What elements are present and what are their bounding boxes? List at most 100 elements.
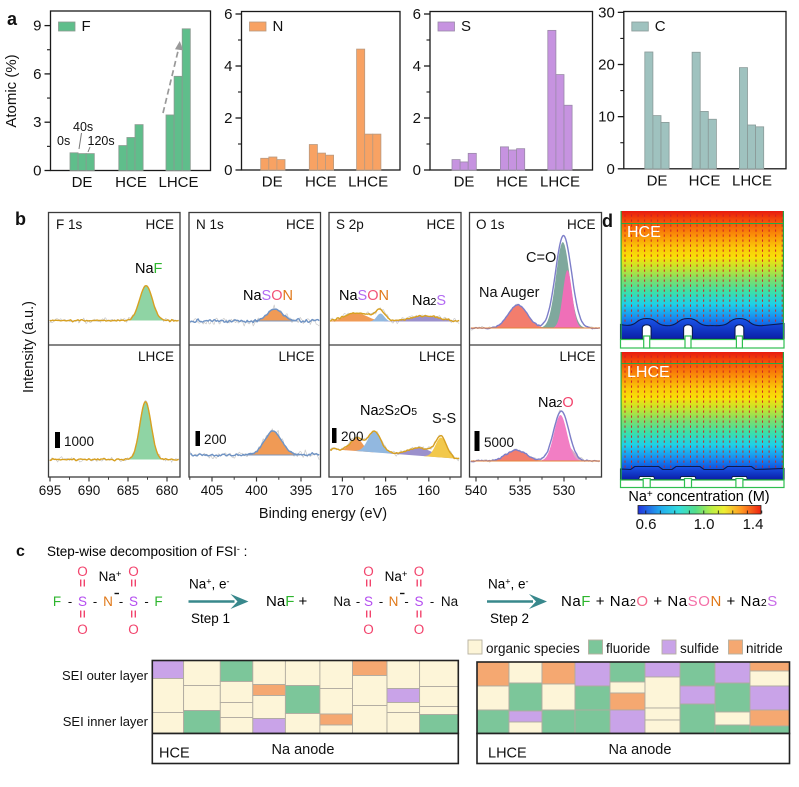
svg-text:6: 6 xyxy=(33,66,41,83)
svg-text:O: O xyxy=(128,564,139,579)
svg-text:680: 680 xyxy=(156,483,179,498)
svg-text:DE: DE xyxy=(72,174,93,191)
svg-text:200: 200 xyxy=(341,429,364,444)
svg-text:165: 165 xyxy=(374,483,397,498)
svg-text:-: - xyxy=(430,594,434,609)
svg-text:535: 535 xyxy=(509,483,532,498)
svg-text:a: a xyxy=(7,9,18,29)
svg-text:685: 685 xyxy=(117,483,140,498)
svg-text:540: 540 xyxy=(465,483,488,498)
svg-text:HCE: HCE xyxy=(689,172,721,189)
svg-text:4: 4 xyxy=(413,58,421,75)
svg-text:DE: DE xyxy=(647,172,668,189)
svg-text:C=O: C=O xyxy=(526,250,556,266)
svg-text:Na+, e-: Na+, e- xyxy=(189,577,230,592)
svg-text:-: - xyxy=(379,594,383,609)
svg-text:Na Auger: Na Auger xyxy=(479,285,540,301)
svg-text:-: - xyxy=(93,594,97,609)
svg-text:c: c xyxy=(16,543,25,560)
svg-text:0: 0 xyxy=(224,162,232,179)
svg-text:160: 160 xyxy=(418,483,441,498)
svg-text:N: N xyxy=(273,18,284,35)
svg-text:Na anode: Na anode xyxy=(609,742,672,758)
svg-text:HCE: HCE xyxy=(286,217,315,232)
svg-text:O: O xyxy=(77,622,88,637)
svg-text:S-S: S-S xyxy=(432,411,456,427)
svg-text:Step 1: Step 1 xyxy=(191,611,230,626)
svg-text:DE: DE xyxy=(454,174,475,191)
svg-text:N 1s: N 1s xyxy=(196,217,224,232)
svg-text:F: F xyxy=(82,18,91,35)
svg-text:nitride: nitride xyxy=(746,641,783,656)
svg-text:0: 0 xyxy=(606,161,614,178)
svg-text:HCE: HCE xyxy=(115,174,147,191)
svg-text:6: 6 xyxy=(413,6,421,23)
svg-text:2: 2 xyxy=(413,110,421,127)
svg-text:0.6: 0.6 xyxy=(636,516,657,533)
svg-text:HCE: HCE xyxy=(426,217,455,232)
svg-text:1.0: 1.0 xyxy=(694,516,715,533)
svg-text:Atomic (%): Atomic (%) xyxy=(3,54,20,127)
svg-text:200: 200 xyxy=(204,432,227,447)
svg-text:NaF +: NaF + xyxy=(266,593,308,610)
svg-text:695: 695 xyxy=(39,483,62,498)
svg-text:S: S xyxy=(461,18,471,35)
svg-text:SEI inner layer: SEI inner layer xyxy=(63,714,149,729)
svg-text:Na2O: Na2O xyxy=(538,395,574,411)
svg-text:O: O xyxy=(128,622,139,637)
svg-text:9: 9 xyxy=(33,18,41,35)
svg-text:HCE: HCE xyxy=(159,746,190,762)
svg-text:fluoride: fluoride xyxy=(606,641,650,656)
svg-text:LHCE: LHCE xyxy=(488,746,527,762)
svg-text:O: O xyxy=(77,564,88,579)
svg-text:Intensity (a.u.): Intensity (a.u.) xyxy=(21,301,37,393)
svg-text:F: F xyxy=(154,594,162,609)
svg-text:LHCE: LHCE xyxy=(278,349,314,364)
svg-text:O: O xyxy=(363,622,374,637)
svg-text:Na anode: Na anode xyxy=(272,742,335,758)
svg-text:HCE: HCE xyxy=(496,174,528,191)
svg-text:HCE: HCE xyxy=(145,217,174,232)
svg-text:Step-wise decomposition of FS: Step-wise decomposition of FSI- : xyxy=(47,544,247,559)
svg-text:Binding energy (eV): Binding energy (eV) xyxy=(259,506,387,522)
svg-text:S: S xyxy=(78,594,87,609)
svg-text:NaSON: NaSON xyxy=(243,288,293,304)
svg-text:O: O xyxy=(363,564,374,579)
svg-text:SEI outer layer: SEI outer layer xyxy=(62,668,149,683)
svg-text:O: O xyxy=(414,564,425,579)
svg-text:530: 530 xyxy=(553,483,576,498)
svg-text:S: S xyxy=(414,594,423,609)
svg-text:LHCE: LHCE xyxy=(348,174,388,191)
svg-text:405: 405 xyxy=(201,483,224,498)
svg-text:O 1s: O 1s xyxy=(476,217,505,232)
svg-text:2: 2 xyxy=(224,110,232,127)
svg-text:Na2S: Na2S xyxy=(412,293,446,309)
svg-text:N: N xyxy=(103,594,113,609)
svg-text:3: 3 xyxy=(33,114,41,131)
svg-text:400: 400 xyxy=(245,483,268,498)
svg-text:S 2p: S 2p xyxy=(336,217,364,232)
svg-text:Na+ concentration (M): Na+ concentration (M) xyxy=(628,489,769,505)
svg-text:-: - xyxy=(68,594,72,609)
svg-text:LHCE: LHCE xyxy=(158,174,198,191)
svg-text:Na: Na xyxy=(441,594,459,609)
svg-text:40s: 40s xyxy=(73,120,93,134)
svg-text:NaSON: NaSON xyxy=(339,288,389,304)
svg-text:O: O xyxy=(414,622,425,637)
svg-text:HCE: HCE xyxy=(627,224,661,241)
svg-text:LHCE: LHCE xyxy=(559,349,595,364)
svg-text:N: N xyxy=(389,594,399,609)
svg-text:LHCE: LHCE xyxy=(138,349,174,364)
svg-text:-: - xyxy=(144,594,148,609)
svg-text:LHCE: LHCE xyxy=(540,174,580,191)
svg-text:395: 395 xyxy=(290,483,313,498)
svg-text:5000: 5000 xyxy=(484,435,514,450)
svg-text:S: S xyxy=(364,594,373,609)
svg-text:-: - xyxy=(404,594,408,609)
svg-text:Na+, e-: Na+, e- xyxy=(488,577,529,592)
svg-text:S: S xyxy=(129,594,138,609)
svg-text:C: C xyxy=(655,18,666,35)
svg-text:d: d xyxy=(602,211,613,231)
svg-text:0: 0 xyxy=(413,162,421,179)
svg-text:F: F xyxy=(53,594,61,609)
